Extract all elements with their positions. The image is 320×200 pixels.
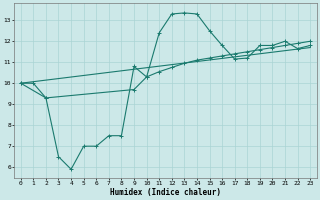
X-axis label: Humidex (Indice chaleur): Humidex (Indice chaleur) bbox=[110, 188, 221, 197]
